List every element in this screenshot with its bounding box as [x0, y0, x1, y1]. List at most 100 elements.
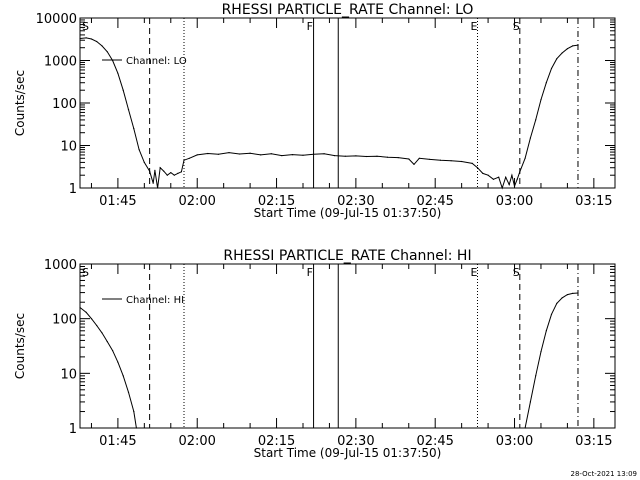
- chart-panel-1: RHESSI PARTICLE_RATE Channel: LO Counts/s…: [13, 2, 616, 220]
- data-point: [127, 109, 130, 111]
- x-tick-label: 01:45: [99, 434, 136, 449]
- series-line-1: [79, 307, 137, 429]
- data-point: [101, 45, 103, 47]
- data-point: [535, 375, 537, 377]
- data-point: [196, 154, 198, 156]
- data-point: [112, 350, 114, 352]
- data-point: [550, 313, 553, 315]
- x-tick-label: 03:15: [575, 194, 612, 209]
- data-point: [159, 167, 161, 169]
- data-point: [117, 72, 119, 74]
- data-point: [334, 155, 336, 157]
- y-tick-label: 1: [69, 182, 77, 197]
- x-tick-label: 02:00: [178, 434, 215, 449]
- data-point: [143, 161, 145, 163]
- event-marker-label: F: [307, 20, 313, 33]
- data-point: [508, 184, 510, 186]
- data-point: [228, 152, 230, 154]
- data-point: [344, 155, 346, 157]
- data-point: [138, 149, 140, 151]
- event-marker-label: E: [471, 266, 478, 279]
- y-tick-label: 1000: [44, 55, 77, 70]
- data-point: [566, 48, 569, 50]
- data-point: [302, 154, 304, 156]
- data-point: [566, 294, 569, 296]
- x-tick-label: 02:15: [258, 194, 295, 209]
- event-marker-label: S: [513, 20, 520, 33]
- data-point: [313, 153, 315, 155]
- data-point: [439, 159, 442, 161]
- x-tick-label: 02:45: [416, 194, 453, 209]
- data-point: [122, 375, 124, 377]
- footer-timestamp: 28-Oct-2021 13:09: [571, 470, 637, 478]
- y-tick-label: 10: [60, 367, 77, 382]
- event-marker-label: F: [307, 266, 313, 279]
- data-point: [170, 172, 172, 174]
- y-tick-label: 1000: [44, 258, 77, 273]
- event-marker-label: S: [82, 266, 89, 279]
- data-point: [529, 137, 532, 139]
- event-marker-label: S: [82, 20, 89, 33]
- data-point: [461, 160, 463, 163]
- data-point: [487, 174, 489, 176]
- data-point: [154, 169, 156, 171]
- legend-label: Channel: LO: [126, 56, 187, 67]
- x-tick-label: 03:15: [575, 434, 612, 449]
- data-point: [524, 427, 526, 429]
- data-point: [79, 306, 81, 309]
- data-point: [556, 302, 558, 304]
- data-point: [540, 99, 542, 101]
- data-point: [519, 171, 521, 173]
- data-point: [323, 153, 325, 155]
- data-point: [135, 427, 137, 429]
- data-point: [561, 52, 563, 54]
- data-point: [122, 89, 124, 91]
- data-point: [524, 157, 526, 159]
- y-tick-label: 10000: [36, 12, 77, 27]
- data-point: [540, 351, 542, 353]
- data-point: [355, 155, 357, 157]
- data-point: [513, 185, 516, 187]
- data-point: [535, 119, 537, 121]
- data-point: [188, 157, 190, 159]
- data-point: [577, 44, 579, 46]
- x-tick-label: 02:00: [178, 194, 215, 209]
- x-tick-label: 01:45: [99, 194, 136, 209]
- legend-label: Channel: HI: [126, 295, 184, 306]
- data-point: [397, 157, 399, 159]
- data-point: [561, 297, 563, 299]
- data-point: [183, 159, 185, 161]
- data-point: [177, 172, 179, 174]
- data-point: [450, 160, 452, 162]
- data-point: [408, 158, 410, 160]
- data-point: [96, 40, 98, 43]
- data-point: [249, 152, 251, 154]
- data-point: [482, 172, 484, 174]
- data-point: [291, 154, 293, 156]
- x-tick-label: 02:45: [416, 434, 453, 449]
- data-point: [163, 170, 165, 172]
- data-point: [545, 82, 547, 84]
- data-point: [133, 128, 135, 130]
- event-marker-label: S: [513, 266, 520, 279]
- chart-title: RHESSI PARTICLE_RATE Channel: LO: [222, 2, 474, 18]
- x-tick-label: 03:00: [496, 434, 533, 449]
- data-point: [418, 157, 420, 159]
- data-point: [157, 187, 159, 189]
- data-point: [501, 187, 503, 189]
- data-point: [106, 341, 108, 343]
- data-point: [180, 171, 182, 173]
- series-line-2: [524, 292, 579, 429]
- data-point: [85, 37, 87, 39]
- data-point: [96, 324, 98, 327]
- data-point: [545, 330, 547, 332]
- event-marker-label: E: [471, 20, 478, 33]
- y-axis-label: Counts/sec: [13, 70, 27, 136]
- x-tick-label: 02:15: [258, 434, 295, 449]
- data-point: [572, 45, 574, 47]
- data-point: [550, 67, 553, 70]
- data-point: [387, 156, 389, 158]
- data-point: [207, 152, 209, 155]
- data-point: [238, 153, 241, 155]
